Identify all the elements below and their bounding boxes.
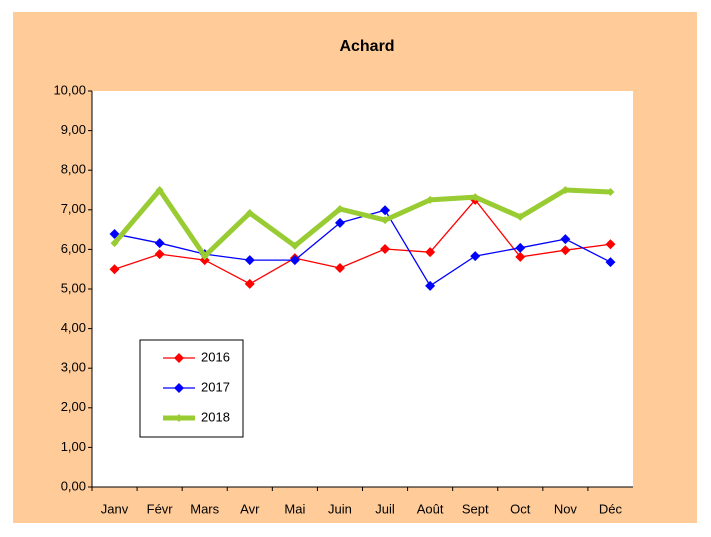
data-point <box>560 245 571 256</box>
series-line <box>114 199 611 285</box>
x-tick-label: Mai <box>284 501 305 516</box>
data-point <box>605 239 616 250</box>
y-tick-label: 1,00 <box>61 439 86 454</box>
y-tick-label: 5,00 <box>61 280 86 295</box>
data-point <box>334 217 345 228</box>
data-point <box>154 249 165 260</box>
y-tick-label: 2,00 <box>61 399 86 414</box>
data-point <box>606 187 615 196</box>
data-point <box>289 255 300 266</box>
legend-label: 2017 <box>201 379 230 394</box>
data-point <box>200 252 209 261</box>
legend-label: 2018 <box>201 409 230 424</box>
legend-marker <box>174 383 184 393</box>
data-point <box>245 208 254 217</box>
data-point <box>155 186 164 194</box>
data-point <box>154 238 165 249</box>
data-point <box>470 251 481 262</box>
x-tick-label: Déc <box>599 501 623 516</box>
legend-label: 2016 <box>201 349 230 364</box>
x-tick-label: Août <box>417 501 444 516</box>
data-point <box>425 247 436 258</box>
y-tick-label: 6,00 <box>61 241 86 256</box>
data-point <box>244 255 255 266</box>
data-point <box>560 234 571 245</box>
data-point <box>334 263 345 274</box>
chart-title: Achard <box>339 38 394 55</box>
legend-marker <box>175 414 183 422</box>
data-point <box>471 193 480 202</box>
y-tick-label: 0,00 <box>61 478 86 493</box>
y-tick-label: 3,00 <box>61 360 86 375</box>
x-tick-label: Mars <box>190 501 219 516</box>
y-tick-label: 4,00 <box>61 320 86 335</box>
x-tick-label: Juil <box>375 501 395 516</box>
data-point <box>335 205 344 214</box>
data-point <box>381 216 390 225</box>
data-point <box>515 242 526 253</box>
x-tick-label: Nov <box>554 501 578 516</box>
x-tick-label: Janv <box>101 501 129 516</box>
data-point <box>561 186 570 194</box>
legend-marker <box>174 353 184 363</box>
data-point <box>290 241 299 250</box>
data-point <box>425 280 436 291</box>
data-point <box>605 257 616 268</box>
y-tick-label: 8,00 <box>61 162 86 177</box>
data-point <box>380 244 391 255</box>
x-tick-label: Avr <box>240 501 260 516</box>
x-tick-label: Sept <box>462 501 489 516</box>
series-line <box>112 187 611 259</box>
data-point <box>516 212 525 221</box>
x-tick-label: Oct <box>510 501 531 516</box>
x-tick-label: Févr <box>147 501 174 516</box>
x-tick-label: Juin <box>328 501 352 516</box>
data-point <box>109 264 120 275</box>
data-point <box>515 251 526 262</box>
y-tick-label: 10,00 <box>53 82 86 97</box>
data-point <box>380 205 391 216</box>
y-tick-label: 7,00 <box>61 201 86 216</box>
data-point <box>110 239 119 248</box>
y-tick-label: 9,00 <box>61 122 86 137</box>
data-point <box>426 195 435 204</box>
data-point <box>244 278 255 289</box>
